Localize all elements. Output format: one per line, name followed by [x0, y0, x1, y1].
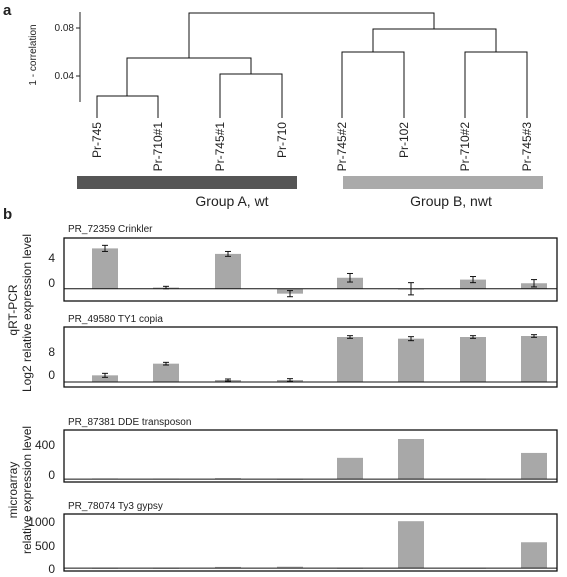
- bar: [337, 277, 363, 289]
- leaf-label: Pr-710#1: [151, 122, 165, 172]
- bar-panel: PR_72359 Crinkler 4 0: [48, 224, 558, 302]
- panel-label-b: b: [3, 206, 12, 223]
- dendrogram-ytick-label: 0.04: [55, 71, 75, 82]
- leaf-label: Pr-102: [397, 122, 411, 158]
- bar: [215, 253, 241, 289]
- qrt-measure-label: Log2 relative expression level: [20, 234, 34, 392]
- panel-title: PR_87381 DDE transposon: [68, 417, 191, 428]
- array-measure-label: relative expression level: [20, 426, 34, 554]
- dendrogram-link: [188, 12, 435, 58]
- dendrogram-link: [341, 51, 405, 118]
- panel-title: PR_72359 Crinkler: [68, 224, 153, 235]
- leaf-label: Pr-745: [90, 122, 104, 158]
- leaf-label: Pr-745#2: [335, 122, 349, 172]
- bar: [398, 338, 424, 382]
- dendrogram-link: [96, 95, 159, 118]
- bar: [337, 337, 363, 382]
- leaf-label: Pr-710: [275, 122, 289, 158]
- bar: [92, 248, 118, 289]
- bar-panel: PR_87381 DDE transposon 400 0: [35, 417, 558, 483]
- dendrogram-ytick-label: 0.08: [55, 23, 75, 34]
- dendrogram-link: [464, 51, 528, 118]
- qrt-method-label: qRT-PCR: [6, 284, 20, 335]
- dendrogram-ylabel: 1 - correlation: [28, 24, 39, 85]
- panel-ytick-label: 400: [35, 438, 55, 452]
- dendrogram-leaf-labels: Pr-745 Pr-710#1 Pr-745#1 Pr-710 Pr-745#2…: [90, 122, 534, 172]
- bar: [521, 542, 547, 569]
- array-method-label: microarray: [6, 462, 20, 519]
- dendrogram-link: [126, 57, 252, 96]
- leaf-label: Pr-745#1: [213, 122, 227, 172]
- group-b-bar: [343, 176, 543, 189]
- bar: [460, 337, 486, 382]
- panel-frame: [63, 237, 558, 302]
- leaf-label: Pr-710#2: [458, 122, 472, 172]
- bar: [460, 279, 486, 289]
- panel-ytick-label: 0: [48, 468, 55, 482]
- bar: [215, 566, 241, 569]
- panel-ytick-label: 500: [35, 539, 55, 553]
- dendrogram-link: [372, 28, 497, 52]
- dendrogram-tree: [96, 12, 528, 118]
- bar: [398, 439, 424, 480]
- panel-ytick-label: 1000: [28, 515, 55, 529]
- panel-label-a: a: [3, 2, 12, 19]
- panel-ytick-label: 0: [48, 562, 55, 576]
- group-a-label: Group A, wt: [195, 193, 268, 209]
- bar: [92, 375, 118, 382]
- panel-frame: [63, 513, 558, 572]
- bar: [153, 363, 179, 382]
- bar: [521, 336, 547, 382]
- leaf-label: Pr-745#3: [520, 122, 534, 172]
- bar: [398, 521, 424, 569]
- panel-ytick-label: 8: [48, 345, 55, 359]
- panel-title: PR_78074 Ty3 gypsy: [68, 501, 163, 512]
- panel-frame: [63, 429, 558, 483]
- dendrogram-link: [219, 73, 283, 118]
- panel-ytick-label: 0: [48, 368, 55, 382]
- bar-panel: PR_49580 TY1 copia 8 0: [48, 314, 558, 388]
- bar: [521, 452, 547, 480]
- bar: [337, 457, 363, 480]
- panel-title: PR_49580 TY1 copia: [68, 314, 163, 325]
- bar-panel: PR_78074 Ty3 gypsy 1000 500 0: [28, 501, 558, 576]
- bar: [277, 566, 303, 569]
- panel-ytick-label: 4: [48, 251, 55, 265]
- panel-ytick-label: 0: [48, 276, 55, 290]
- group-a-bar: [77, 176, 297, 189]
- panel-frame: [63, 326, 558, 388]
- group-b-label: Group B, nwt: [410, 193, 492, 209]
